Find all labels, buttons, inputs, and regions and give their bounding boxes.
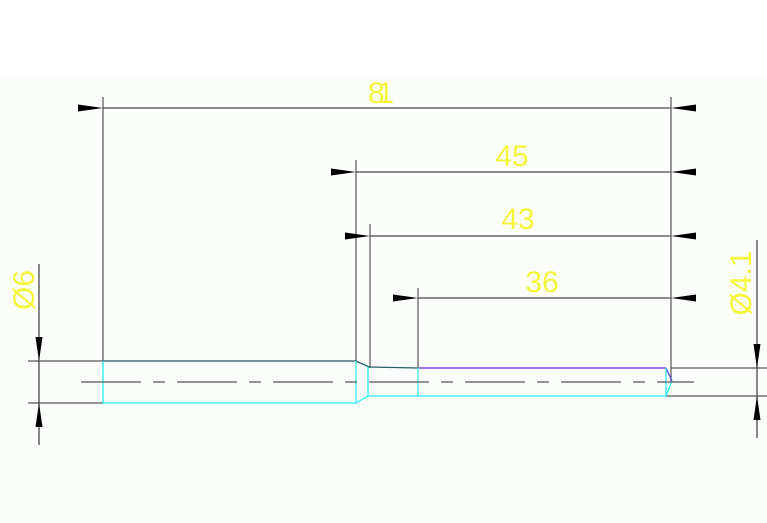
shaft-part[interactable] xyxy=(102,360,673,404)
dim-text-36: 36 xyxy=(525,266,558,299)
dim-diameter-right[interactable] xyxy=(753,240,761,438)
dim-text-diameter-right: Ø4.1 xyxy=(725,250,758,315)
extension-lines xyxy=(28,97,767,404)
dim-text-43: 43 xyxy=(501,203,534,236)
dim-text-diameter-left: Ø6 xyxy=(8,270,41,310)
dim-diameter-left[interactable] xyxy=(35,264,43,445)
dim-text-81: 81 xyxy=(368,77,394,110)
dim-text-45: 45 xyxy=(495,140,528,173)
